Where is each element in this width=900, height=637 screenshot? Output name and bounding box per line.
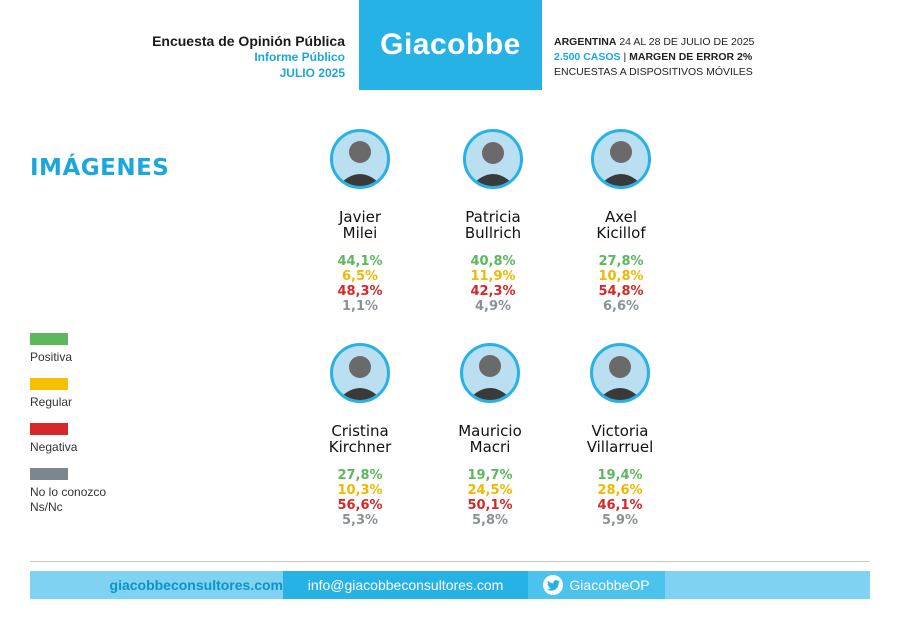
- last-name: Kicillof: [596, 224, 646, 242]
- last-name: Milei: [342, 224, 378, 242]
- person-photo: [460, 343, 520, 403]
- value-ns-nc: 4,9%: [474, 299, 512, 314]
- person-name: Victoria Villarruel: [550, 423, 690, 455]
- last-name: Kirchner: [328, 438, 392, 456]
- last-name: Macri: [469, 438, 511, 456]
- footer-email[interactable]: info@giacobbeconsultores.com: [283, 571, 528, 599]
- value-negativa: 46,1%: [597, 498, 643, 513]
- first-name: Cristina: [331, 422, 389, 440]
- value-positiva: 19,4%: [597, 468, 643, 483]
- first-name: Victoria: [591, 422, 649, 440]
- cases: 2.500 CASOS: [554, 51, 621, 63]
- value-positiva: 27,8%: [337, 468, 383, 483]
- value-regular: 10,8%: [598, 269, 644, 284]
- values: 40,8% 11,9% 42,3% 4,9%: [423, 254, 563, 314]
- value-negativa: 54,8%: [598, 284, 644, 299]
- person-name: Patricia Bullrich: [423, 209, 563, 241]
- country: ARGENTINA: [554, 36, 617, 48]
- value-negativa: 56,6%: [337, 498, 383, 513]
- first-name: Javier: [338, 208, 382, 226]
- value-regular: 10,3%: [337, 483, 383, 498]
- person-photo: [330, 343, 390, 403]
- person-card-macri: Mauricio Macri 19,7% 24,5% 50,1% 5,8%: [420, 343, 560, 528]
- website-link[interactable]: giacobbeconsultores.com: [109, 577, 283, 593]
- margin-error: MARGEN DE ERROR 2%: [629, 51, 753, 63]
- sample-info: 2.500 CASOS | MARGEN DE ERROR 2%: [554, 50, 754, 65]
- legend-label: Positiva: [30, 350, 73, 364]
- value-ns-nc: 5,3%: [341, 513, 379, 528]
- value-regular: 6,5%: [341, 269, 379, 284]
- person-photo: [591, 129, 651, 189]
- footer-divider: [30, 561, 870, 562]
- survey-subtitle: Informe Público: [254, 50, 345, 64]
- person-name: Cristina Kirchner: [290, 423, 430, 455]
- brand-logo: Giacobbe: [359, 0, 542, 90]
- brand-name: Giacobbe: [380, 28, 521, 61]
- value-positiva: 40,8%: [470, 254, 516, 269]
- person-photo: [463, 129, 523, 189]
- value-ns-nc: 5,8%: [471, 513, 509, 528]
- twitter-bird-icon: [543, 575, 564, 595]
- value-positiva: 44,1%: [337, 254, 383, 269]
- value-regular: 24,5%: [467, 483, 513, 498]
- legend-label: Regular: [30, 395, 73, 409]
- section-title: IMÁGENES: [30, 155, 170, 181]
- value-positiva: 19,7%: [467, 468, 513, 483]
- twitter-handle[interactable]: GiacobbeOP: [569, 577, 650, 593]
- value-ns-nc: 5,9%: [601, 513, 639, 528]
- field-dates: 24 AL 28 DE JULIO DE 2025: [619, 36, 755, 48]
- value-ns-nc: 1,1%: [341, 299, 379, 314]
- field-info: ARGENTINA 24 AL 28 DE JULIO DE 2025: [554, 35, 754, 50]
- value-ns-nc: 6,6%: [602, 299, 640, 314]
- legend-label: No lo conozco Ns/Nc: [30, 485, 106, 515]
- footer-website[interactable]: giacobbeconsultores.com: [30, 571, 283, 599]
- person-card-milei: Javier Milei 44,1% 6,5% 48,3% 1,1%: [290, 129, 430, 314]
- values: 27,8% 10,8% 54,8% 6,6%: [551, 254, 691, 314]
- survey-date: JULIO 2025: [279, 66, 345, 80]
- header-right: ARGENTINA 24 AL 28 DE JULIO DE 2025 2.50…: [554, 35, 754, 80]
- footer-twitter[interactable]: GiacobbeOP: [528, 571, 665, 599]
- value-negativa: 50,1%: [467, 498, 513, 513]
- legend-item-negativa: Negativa: [30, 423, 77, 455]
- value-regular: 11,9%: [470, 269, 516, 284]
- survey-title: Encuesta de Opinión Pública: [152, 33, 345, 49]
- value-negativa: 48,3%: [337, 284, 383, 299]
- legend-item-regular: Regular: [30, 378, 72, 410]
- first-name: Patricia: [465, 208, 521, 226]
- values: 19,4% 28,6% 46,1% 5,9%: [550, 468, 690, 528]
- values: 19,7% 24,5% 50,1% 5,8%: [420, 468, 560, 528]
- method: ENCUESTAS A DISPOSITIVOS MÓVILES: [554, 66, 753, 78]
- legend-label: Negativa: [30, 440, 78, 454]
- legend-item-positiva: Positiva: [30, 333, 72, 365]
- person-card-kirchner: Cristina Kirchner 27,8% 10,3% 56,6% 5,3%: [290, 343, 430, 528]
- legend-item-ns-nc: No lo conozco Ns/Nc: [30, 468, 106, 515]
- last-name: Bullrich: [464, 224, 522, 242]
- legend-swatch: [30, 423, 68, 435]
- person-card-bullrich: Patricia Bullrich 40,8% 11,9% 42,3% 4,9%: [423, 129, 563, 314]
- legend-label-line1: No lo conozco: [30, 485, 107, 499]
- person-photo: [330, 129, 390, 189]
- legend-swatch: [30, 468, 68, 480]
- legend-label-line2: Ns/Nc: [30, 500, 63, 514]
- person-card-villarruel: Victoria Villarruel 19,4% 28,6% 46,1% 5,…: [550, 343, 690, 528]
- person-name: Mauricio Macri: [420, 423, 560, 455]
- person-name: Axel Kicillof: [551, 209, 691, 241]
- first-name: Mauricio: [458, 422, 522, 440]
- value-regular: 28,6%: [597, 483, 643, 498]
- person-name: Javier Milei: [290, 209, 430, 241]
- separator: |: [623, 51, 627, 63]
- legend-swatch: [30, 333, 68, 345]
- person-photo: [590, 343, 650, 403]
- value-positiva: 27,8%: [598, 254, 644, 269]
- first-name: Axel: [604, 208, 638, 226]
- header-left: Encuesta de Opinión Pública Informe Públ…: [152, 33, 345, 81]
- person-card-kicillof: Axel Kicillof 27,8% 10,8% 54,8% 6,6%: [551, 129, 691, 314]
- legend-swatch: [30, 378, 68, 390]
- email-link[interactable]: info@giacobbeconsultores.com: [307, 577, 504, 593]
- values: 27,8% 10,3% 56,6% 5,3%: [290, 468, 430, 528]
- values: 44,1% 6,5% 48,3% 1,1%: [290, 254, 430, 314]
- last-name: Villarruel: [586, 438, 654, 456]
- value-negativa: 42,3%: [470, 284, 516, 299]
- footer-bar: giacobbeconsultores.com info@giacobbecon…: [30, 571, 870, 599]
